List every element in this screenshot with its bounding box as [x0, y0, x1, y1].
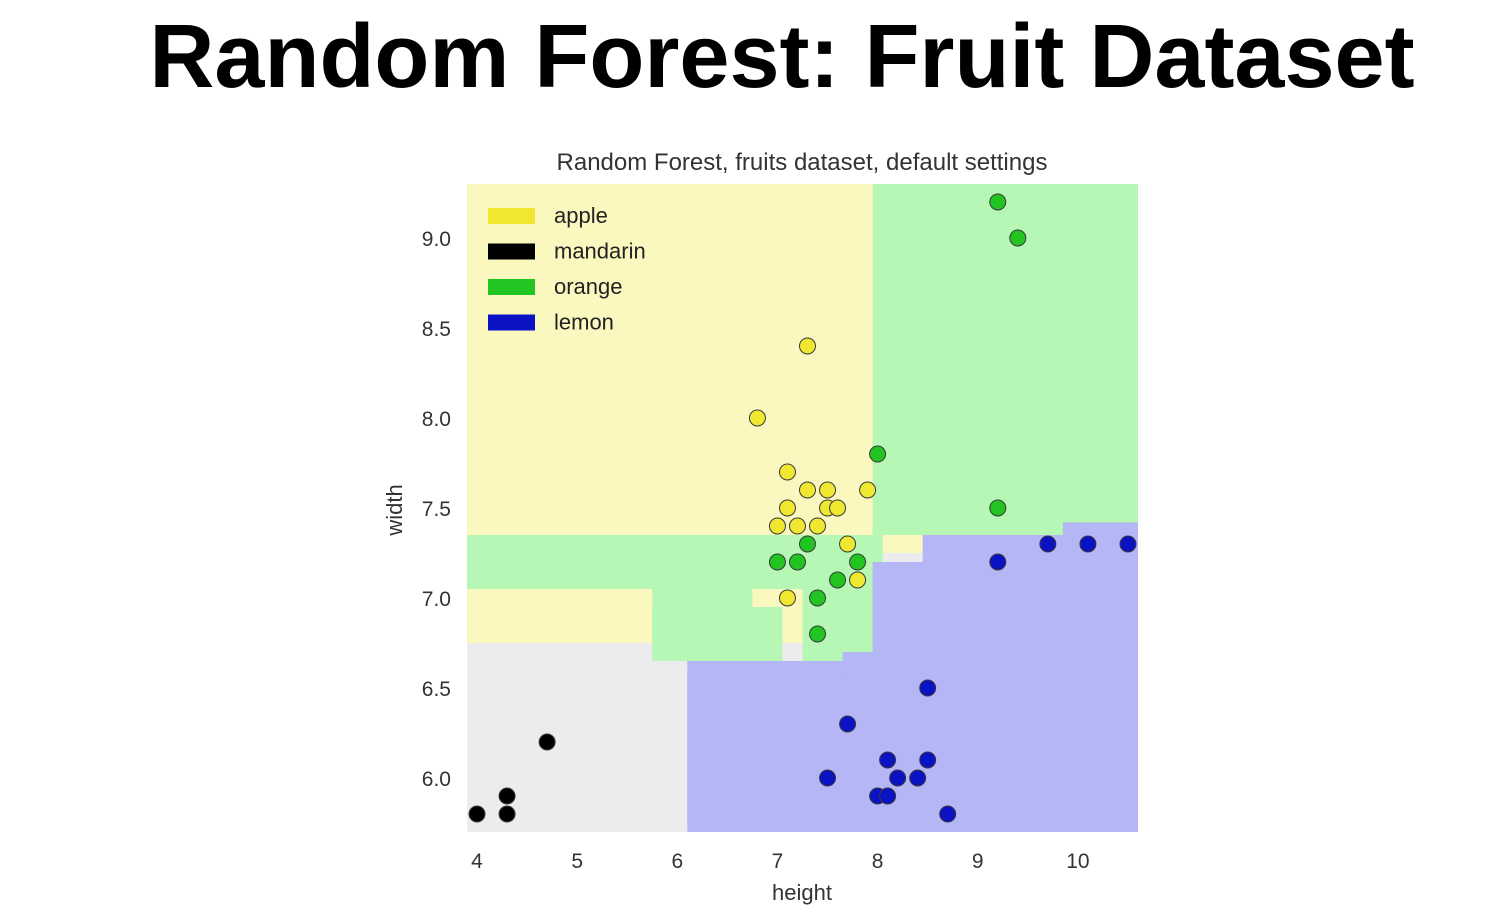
region-lemon: [687, 673, 713, 823]
region-orange: [872, 184, 1138, 535]
point-apple: [819, 481, 837, 499]
point-lemon: [879, 787, 897, 805]
y-tick-label: 8.0: [422, 408, 451, 431]
point-orange: [1009, 229, 1027, 247]
point-lemon: [1039, 535, 1057, 553]
point-orange: [829, 571, 847, 589]
point-lemon: [989, 553, 1007, 571]
point-mandarin: [468, 805, 486, 823]
point-orange: [849, 553, 867, 571]
region-apple: [872, 535, 923, 553]
y-tick-label: 7.0: [422, 588, 451, 611]
point-orange: [989, 499, 1007, 517]
legend-swatch-apple: [488, 208, 535, 224]
point-orange: [768, 553, 786, 571]
x-tick-label: 6: [671, 850, 683, 873]
point-lemon: [879, 751, 897, 769]
legend-swatch-orange: [488, 279, 535, 295]
point-apple: [799, 337, 817, 355]
point-apple: [788, 517, 806, 535]
point-lemon: [1079, 535, 1097, 553]
point-apple: [748, 409, 766, 427]
point-orange: [788, 553, 806, 571]
decision-regions: [467, 184, 1138, 832]
chart-title: Random Forest, fruits dataset, default s…: [557, 149, 1048, 176]
point-lemon: [909, 769, 927, 787]
legend-swatch-lemon: [488, 314, 535, 331]
y-tick-label: 8.5: [422, 318, 451, 341]
point-orange: [799, 535, 817, 553]
y-tick-label: 9.0: [422, 228, 451, 251]
x-tick-label: 5: [571, 850, 583, 873]
point-orange: [809, 589, 827, 607]
point-apple: [778, 463, 796, 481]
point-apple: [778, 499, 796, 517]
y-tick-label: 7.5: [422, 498, 451, 521]
point-apple: [849, 571, 867, 589]
point-apple: [778, 589, 796, 607]
point-mandarin: [498, 805, 516, 823]
data-points: [468, 193, 1137, 823]
y-tick-label: 6.0: [422, 768, 451, 791]
point-orange: [809, 625, 827, 643]
point-mandarin: [538, 733, 556, 751]
point-lemon: [839, 715, 857, 733]
x-axis-ticks: 4 5 6 7 8 9 10: [471, 850, 1089, 873]
point-lemon: [919, 751, 937, 769]
point-orange: [869, 445, 887, 463]
point-apple: [859, 481, 877, 499]
y-axis-label: width: [382, 484, 407, 536]
x-tick-label: 4: [471, 850, 483, 873]
point-apple: [829, 499, 847, 517]
point-mandarin: [498, 787, 516, 805]
region-lemon: [1062, 522, 1138, 832]
region-orange: [652, 535, 753, 661]
x-tick-label: 9: [972, 850, 984, 873]
y-axis-ticks: 6.0 6.5 7.0 7.5 8.0 8.5 9.0: [422, 228, 451, 791]
point-apple: [799, 481, 817, 499]
x-axis-label: height: [772, 880, 832, 905]
x-tick-label: 7: [772, 850, 784, 873]
legend: apple mandarin orange lemon: [488, 203, 646, 335]
x-tick-label: 10: [1066, 850, 1089, 873]
point-lemon: [889, 769, 907, 787]
legend-swatch-mandarin: [488, 243, 535, 260]
point-lemon: [939, 805, 957, 823]
legend-label-mandarin: mandarin: [554, 239, 646, 264]
legend-label-apple: apple: [554, 203, 608, 228]
point-lemon: [819, 769, 837, 787]
x-tick-label: 8: [872, 850, 884, 873]
y-tick-label: 6.5: [422, 678, 451, 701]
point-orange: [989, 193, 1007, 211]
slide-title: Random Forest: Fruit Dataset: [149, 7, 1415, 107]
legend-label-lemon: lemon: [554, 310, 614, 335]
legend-label-orange: orange: [554, 274, 623, 299]
point-apple: [839, 535, 857, 553]
point-lemon: [919, 679, 937, 697]
point-apple: [809, 517, 827, 535]
point-lemon: [1119, 535, 1137, 553]
point-apple: [768, 517, 786, 535]
